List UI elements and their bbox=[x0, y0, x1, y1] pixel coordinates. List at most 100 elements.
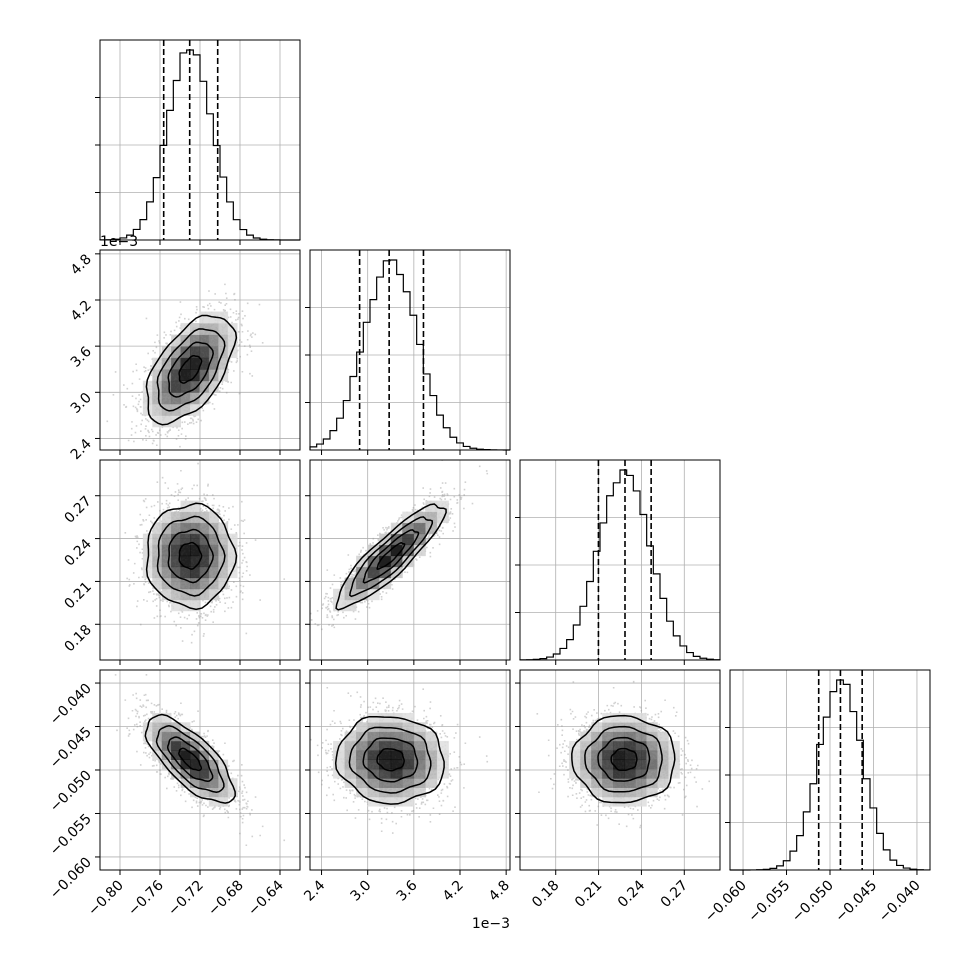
density-cell bbox=[199, 588, 210, 601]
density-cell bbox=[379, 577, 392, 590]
density-cell bbox=[379, 768, 392, 779]
density-cell bbox=[425, 511, 438, 524]
contour-line bbox=[145, 502, 238, 611]
contour-line bbox=[167, 341, 214, 398]
density-cell bbox=[602, 750, 614, 760]
density-cell bbox=[591, 740, 603, 751]
density-cell bbox=[413, 778, 426, 788]
density-cell bbox=[657, 731, 669, 742]
density-cell bbox=[152, 369, 163, 382]
scatter-panel-3-0 bbox=[95, 669, 301, 875]
density-cell bbox=[591, 759, 603, 770]
density-cell bbox=[190, 403, 200, 416]
density-cell bbox=[161, 544, 172, 557]
density-cell bbox=[171, 334, 181, 347]
density-cell bbox=[402, 750, 415, 760]
density-cell bbox=[218, 796, 229, 807]
x-tick-label: −0.72 bbox=[165, 878, 207, 920]
density-cell bbox=[152, 577, 163, 590]
contour-line bbox=[335, 503, 447, 611]
density-cell bbox=[208, 768, 219, 779]
density-cell bbox=[208, 334, 219, 347]
density-cell bbox=[171, 380, 181, 393]
density-cell bbox=[208, 323, 219, 336]
density-cell bbox=[161, 712, 172, 723]
density-cell bbox=[152, 712, 163, 723]
density-cell bbox=[180, 750, 191, 760]
density-cell bbox=[218, 759, 229, 770]
density-cell bbox=[190, 588, 200, 601]
density-cell bbox=[580, 740, 592, 751]
density-cell bbox=[390, 722, 403, 733]
density-cell bbox=[413, 522, 426, 535]
density-cell bbox=[402, 740, 415, 751]
density-cell bbox=[379, 778, 392, 788]
density-cell bbox=[199, 778, 210, 788]
density-cell bbox=[171, 392, 181, 405]
density-cell bbox=[199, 380, 210, 393]
density-cell bbox=[180, 533, 191, 546]
density-cell bbox=[161, 555, 172, 568]
density-cell bbox=[390, 544, 403, 557]
density-cell bbox=[227, 334, 238, 347]
density-cell bbox=[356, 750, 369, 760]
density-cell bbox=[152, 392, 163, 405]
density-cell bbox=[190, 759, 200, 770]
density-cell bbox=[152, 403, 163, 416]
density-cell bbox=[161, 369, 172, 382]
density-cell bbox=[425, 768, 438, 779]
density-cell bbox=[227, 346, 238, 359]
y-tick-label: 0.24 bbox=[61, 536, 94, 569]
density-cell bbox=[199, 577, 210, 590]
density-cell bbox=[367, 577, 380, 590]
density-cell bbox=[180, 588, 191, 601]
density-cell bbox=[356, 722, 369, 733]
density-cell bbox=[436, 511, 449, 524]
density-cell bbox=[613, 731, 625, 742]
density-cell bbox=[199, 311, 210, 324]
density-cell bbox=[635, 768, 647, 779]
density-cell bbox=[367, 787, 380, 798]
density-cell bbox=[199, 511, 210, 524]
density-cell bbox=[356, 768, 369, 779]
contour-line bbox=[178, 747, 203, 772]
density-cell bbox=[613, 750, 625, 760]
density-cell bbox=[635, 778, 647, 788]
density-cell bbox=[180, 731, 191, 742]
density-cell bbox=[657, 759, 669, 770]
density-cell bbox=[379, 533, 392, 546]
density-cell bbox=[227, 566, 238, 579]
density-cell bbox=[379, 750, 392, 760]
density-cell bbox=[190, 599, 200, 612]
y-tick-label: −0.060 bbox=[47, 854, 95, 902]
density-cell bbox=[402, 778, 415, 788]
contour-line bbox=[178, 541, 203, 570]
x-tick-label: −0.64 bbox=[245, 877, 287, 919]
density-cell bbox=[379, 544, 392, 557]
panel-frame bbox=[519, 459, 721, 661]
scatter-panel-2-1 bbox=[305, 459, 511, 665]
density-cell bbox=[208, 346, 219, 359]
density-cell bbox=[199, 768, 210, 779]
density-cell bbox=[180, 357, 191, 370]
density-cell bbox=[142, 731, 153, 742]
density-cell bbox=[635, 759, 647, 770]
density-cell bbox=[227, 323, 238, 336]
density-cell bbox=[199, 392, 210, 405]
x-tick-label: 0.24 bbox=[615, 877, 648, 910]
density-cell bbox=[580, 731, 592, 742]
density-cell bbox=[367, 740, 380, 751]
density-cell bbox=[218, 768, 229, 779]
histogram-step-line bbox=[519, 469, 721, 661]
x-tick-label: −0.050 bbox=[789, 878, 837, 926]
density-cell bbox=[402, 787, 415, 798]
density-cell bbox=[152, 544, 163, 557]
density-cell bbox=[613, 759, 625, 770]
y-tick-label: 2.4 bbox=[68, 436, 95, 463]
panel-frame bbox=[309, 249, 511, 451]
density-cell bbox=[602, 778, 614, 788]
contour-line bbox=[584, 725, 663, 793]
density-cell bbox=[208, 544, 219, 557]
density-cell bbox=[613, 796, 625, 807]
x-tick-label: 0.21 bbox=[572, 878, 605, 911]
